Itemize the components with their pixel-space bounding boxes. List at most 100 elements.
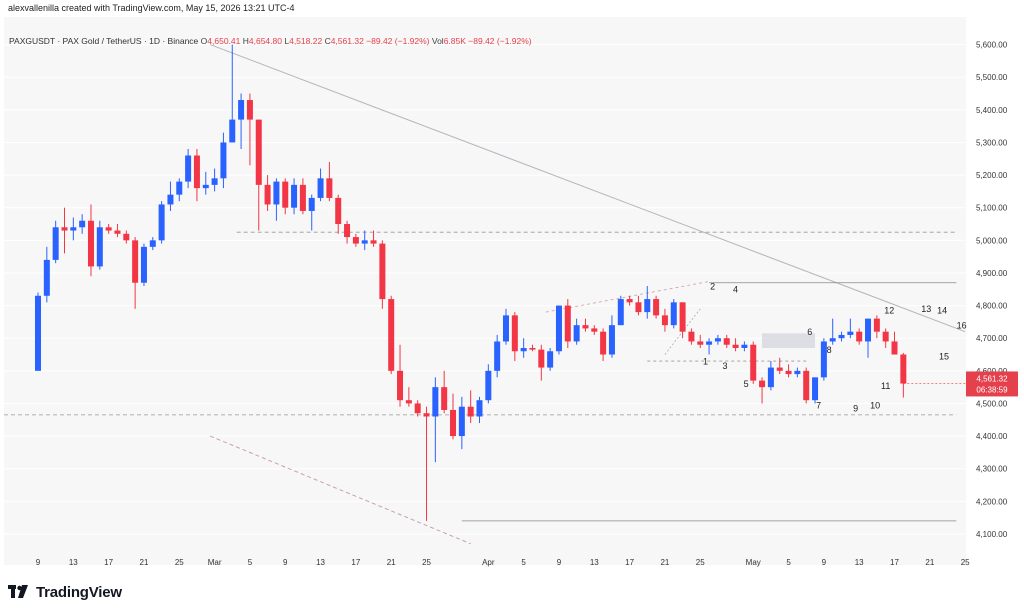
lower-dashed-trendline bbox=[209, 435, 471, 545]
candle-body bbox=[776, 367, 783, 371]
attribution-text: alexvallenilla created with TradingView.… bbox=[8, 3, 295, 13]
candle-body bbox=[555, 305, 562, 352]
candle-body bbox=[105, 227, 112, 231]
y-tick-label: 5,600.00 bbox=[976, 41, 1008, 50]
candle-body bbox=[688, 331, 695, 342]
candle-body bbox=[803, 370, 810, 401]
candle-body bbox=[820, 341, 827, 378]
wave-label: 1 bbox=[703, 356, 708, 366]
x-tick-label: 21 bbox=[925, 558, 934, 567]
candle-body bbox=[264, 184, 271, 205]
highlight-box bbox=[762, 333, 816, 348]
wave-label: 8 bbox=[827, 345, 832, 355]
candle-body bbox=[282, 181, 289, 208]
x-tick-label: 13 bbox=[855, 558, 864, 567]
high-label: H bbox=[242, 36, 249, 46]
tradingview-logo-icon bbox=[8, 585, 28, 598]
last-price-tag bbox=[966, 371, 1018, 397]
wave-label: 9 bbox=[853, 404, 858, 414]
candle-body bbox=[220, 142, 227, 179]
x-tick-label: 25 bbox=[961, 558, 970, 567]
open-value: 4,650.41 bbox=[207, 36, 241, 46]
candle-body bbox=[185, 155, 192, 182]
candle-body bbox=[485, 370, 492, 401]
volume-label: Vol bbox=[431, 36, 444, 46]
candle-body bbox=[229, 119, 236, 143]
candle-body bbox=[865, 318, 872, 342]
x-tick-label: 17 bbox=[890, 558, 899, 567]
candle-body bbox=[193, 155, 200, 189]
symbol-label: PAXGUSDT · PAX Gold / TetherUS · 1D · Bi… bbox=[9, 36, 199, 46]
wave-label: 10 bbox=[870, 400, 880, 410]
y-tick-label: 5,400.00 bbox=[976, 106, 1008, 115]
candle-body bbox=[785, 370, 792, 375]
x-tick-label: 17 bbox=[351, 558, 360, 567]
y-tick-label: 4,400.00 bbox=[976, 432, 1008, 441]
x-tick-label: 5 bbox=[786, 558, 791, 567]
rising-dashed-trendline bbox=[545, 280, 711, 313]
candle-body bbox=[211, 178, 218, 185]
candle-body bbox=[547, 351, 554, 368]
candle-body bbox=[132, 240, 139, 283]
x-tick-label: 25 bbox=[175, 558, 184, 567]
y-tick-label: 4,600.00 bbox=[976, 367, 1008, 376]
candle-body bbox=[414, 403, 421, 414]
candle-body bbox=[149, 240, 156, 247]
x-tick-label: 17 bbox=[104, 558, 113, 567]
candle-body bbox=[494, 341, 501, 371]
x-tick-label: May bbox=[746, 558, 761, 567]
candle-body bbox=[246, 100, 253, 120]
x-tick-label: 13 bbox=[69, 558, 78, 567]
y-tick-label: 4,200.00 bbox=[976, 497, 1008, 506]
candle-body bbox=[308, 197, 315, 211]
y-tick-label: 4,900.00 bbox=[976, 269, 1008, 278]
chart-area[interactable]: PAXGUSDT · PAX Gold / TetherUS · 1D · Bi… bbox=[4, 17, 1019, 574]
candle-body bbox=[52, 227, 59, 260]
high-value: 4,654.80 bbox=[248, 36, 282, 46]
wave-label: 15 bbox=[939, 351, 949, 361]
y-tick-label: 5,500.00 bbox=[976, 73, 1008, 82]
close-value: 4,561.32 bbox=[330, 36, 364, 46]
footer: TradingView bbox=[8, 582, 122, 602]
candle-body bbox=[379, 243, 386, 300]
candle-body bbox=[202, 184, 209, 189]
candle-body bbox=[697, 341, 704, 345]
wave-label: 12 bbox=[884, 306, 894, 316]
x-tick-label: 25 bbox=[696, 558, 705, 567]
candle-body bbox=[520, 347, 527, 352]
change-value: −89.42 (−1.92%) bbox=[366, 36, 430, 46]
candle-body bbox=[529, 347, 536, 350]
candle-body bbox=[564, 305, 571, 342]
candle-body bbox=[352, 237, 359, 244]
candle-body bbox=[679, 302, 686, 332]
candlestick-chart[interactable]: 4,100.00 4,200.00 4,300.00 4,400.00 4,500.00… bbox=[4, 17, 1019, 574]
candle-body bbox=[140, 246, 147, 283]
candle-body bbox=[600, 331, 607, 355]
candle-body bbox=[441, 387, 448, 410]
x-tick-label: 9 bbox=[283, 558, 288, 567]
candle-body bbox=[617, 299, 624, 326]
candle-body bbox=[812, 377, 819, 401]
candle-body bbox=[706, 341, 713, 345]
candle-body bbox=[96, 227, 103, 267]
x-tick-label: 9 bbox=[36, 558, 41, 567]
candle-body bbox=[741, 344, 748, 348]
candle-body bbox=[538, 349, 545, 368]
candle-body bbox=[388, 299, 395, 371]
x-tick-label: 21 bbox=[140, 558, 149, 567]
candle-body bbox=[750, 344, 757, 381]
x-tick-label: 9 bbox=[557, 558, 562, 567]
wave-label: 3 bbox=[722, 361, 727, 371]
y-tick-label: 4,300.00 bbox=[976, 465, 1008, 474]
candle-body bbox=[255, 119, 262, 185]
wave-label: 14 bbox=[937, 306, 947, 316]
x-tick-label: 5 bbox=[248, 558, 253, 567]
candle-body bbox=[591, 328, 598, 332]
candle-body bbox=[299, 184, 306, 211]
volume-value: 6.85K bbox=[443, 36, 466, 46]
candle-body bbox=[573, 325, 580, 342]
x-tick-label: 21 bbox=[387, 558, 396, 567]
y-tick-label: 5,100.00 bbox=[976, 204, 1008, 213]
candle-body bbox=[608, 325, 615, 355]
candle-body bbox=[238, 100, 245, 120]
